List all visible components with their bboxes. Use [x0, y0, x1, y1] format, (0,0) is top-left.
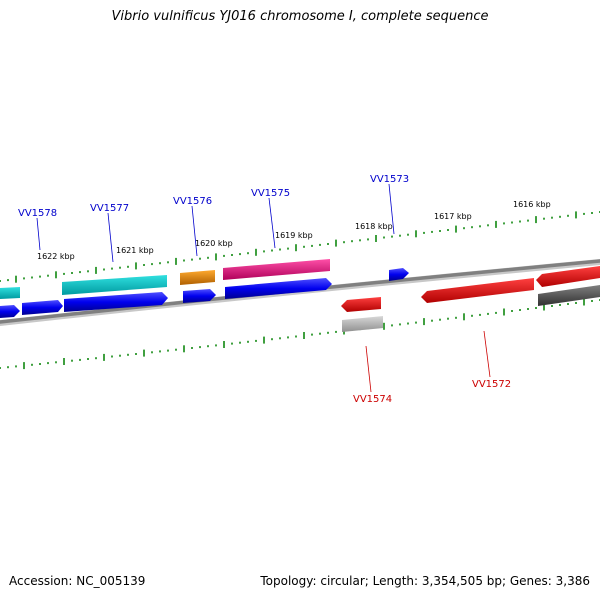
gene-arrow-darkgray-right[interactable] [538, 285, 600, 306]
leader-vv1577 [107, 212, 114, 263]
gene-label-vv1575[interactable]: VV1575 [251, 188, 290, 199]
gene-arrow-vv1575-magenta[interactable] [223, 259, 330, 280]
gene-arrow-vv1572-red[interactable] [421, 278, 534, 303]
leader-vv1578 [36, 217, 41, 251]
tick-label-1622: 1622 kbp [37, 252, 75, 261]
gene-arrow-vv1577-cyan[interactable] [62, 275, 167, 295]
gene-arrow-blue-2[interactable] [22, 300, 63, 315]
accession-text: Accession: NC_005139 [9, 574, 146, 588]
leader-vv1574 [365, 345, 372, 393]
gene-arrow-blue-5[interactable] [225, 278, 332, 299]
gene-arrow-vv1574-lightgray[interactable] [342, 316, 383, 332]
gene-label-vv1576[interactable]: VV1576 [173, 196, 212, 207]
gene-label-vv1573[interactable]: VV1573 [370, 174, 409, 185]
map-title: Vibrio vulnificus YJ016 chromosome I, co… [111, 9, 489, 24]
gene-label-vv1578[interactable]: VV1578 [18, 208, 57, 219]
leader-vv1575 [268, 197, 276, 249]
gene-arrow-red-right[interactable] [536, 266, 600, 287]
leader-vv1573 [388, 183, 395, 235]
tick-label-1617: 1617 kbp [434, 212, 472, 221]
gene-arrow-blue-1[interactable] [0, 305, 20, 318]
gene-label-vv1574[interactable]: VV1574 [353, 394, 392, 405]
summary-text: Topology: circular; Length: 3,354,505 bp… [260, 574, 590, 588]
upper-scale-ticks [0, 211, 600, 283]
leader-vv1576 [191, 205, 198, 257]
gene-arrow-blue-4[interactable] [183, 289, 216, 303]
gene-arrow-vv1574-red[interactable] [341, 297, 381, 312]
leader-vv1572 [483, 330, 491, 378]
tick-label-1616: 1616 kbp [513, 200, 551, 209]
tick-label-1619: 1619 kbp [275, 231, 313, 240]
tick-label-1621: 1621 kbp [116, 246, 154, 255]
gene-arrow-vv1573-blue[interactable] [389, 268, 409, 281]
gene-arrow-blue-3[interactable] [64, 292, 168, 312]
tick-label-1620: 1620 kbp [195, 239, 233, 248]
tick-label-1618: 1618 kbp [355, 222, 393, 231]
gene-label-vv1572[interactable]: VV1572 [472, 379, 511, 390]
gene-arrow-vv1576-orange[interactable] [180, 270, 215, 285]
gene-label-vv1577[interactable]: VV1577 [90, 203, 129, 214]
gene-arrow-vv1578-cyan[interactable] [0, 287, 20, 299]
